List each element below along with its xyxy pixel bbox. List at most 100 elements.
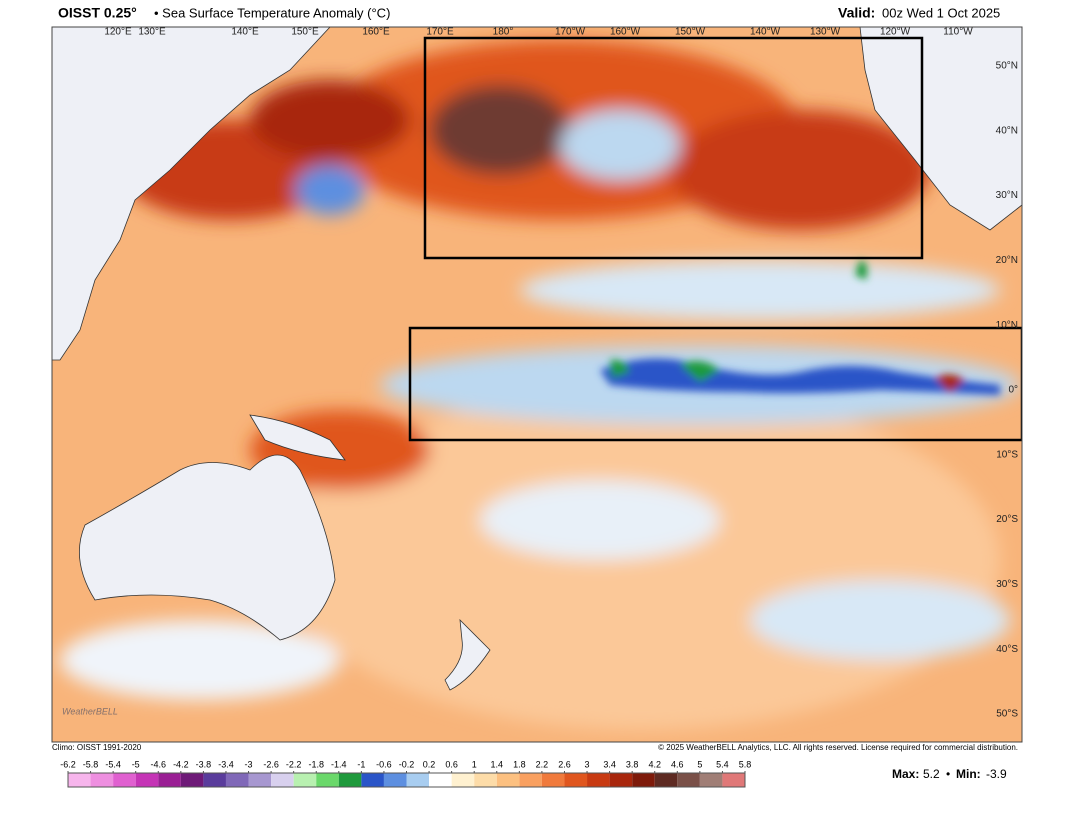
valid-time: 00z Wed 1 Oct 2025 [882, 5, 1000, 20]
lat-label: 20°S [996, 514, 1018, 525]
colorbar-tick-label: 3 [585, 759, 590, 769]
colorbar-tick-label: -1.4 [331, 759, 347, 769]
title: • Sea Surface Temperature Anomaly (°C) [154, 5, 390, 20]
lon-labels: 120°E 130°E 140°E 150°E 160°E 170°E 180° 170°W 1… [104, 27, 973, 38]
colorbar-bin [429, 773, 452, 787]
colorbar-tick-label: -0.6 [376, 759, 392, 769]
max-label: Max: [892, 767, 919, 781]
colorbar-tick-label: -5.4 [105, 759, 121, 769]
colorbar-tick-label: -2.6 [263, 759, 279, 769]
separator: • [946, 767, 950, 781]
colorbar-tick-label: 0.2 [423, 759, 436, 769]
lat-label: 50°S [996, 709, 1018, 720]
colorbar-tick-label: -3.8 [196, 759, 212, 769]
colorbar-bin [383, 773, 407, 787]
lat-label: 10°N [996, 320, 1018, 331]
lon-label: 140°W [750, 27, 781, 38]
colorbar-bin [158, 773, 181, 787]
colorbar: -6.2 -5.8 -5.4 -5 -4.6 -4.2 -3.8 -3.4 -3 -2.6 -2.2… [60, 759, 752, 788]
colorbar-tick-label: 2.6 [558, 759, 571, 769]
colorbar-tick-label: 3.4 [603, 759, 616, 769]
colorbar-bin [90, 773, 114, 787]
colorbar-bin [654, 773, 678, 787]
colorbar-tick-label: -6.2 [60, 759, 76, 769]
lon-label: 150°E [291, 27, 319, 38]
colorbar-bin [609, 773, 633, 787]
colorbar-tick-label: 0.6 [445, 759, 458, 769]
colorbar-bin [203, 773, 226, 787]
colorbar-bin [451, 773, 475, 787]
colorbar-bin [271, 773, 294, 787]
colorbar-bin [406, 773, 430, 787]
lon-label: 110°W [943, 27, 973, 38]
lat-label: 30°S [996, 579, 1018, 590]
colorbar-bin [474, 773, 497, 787]
colorbar-bin [248, 773, 272, 787]
colorbar-bin [587, 773, 610, 787]
colorbar-bin [180, 773, 204, 787]
min-value: -3.9 [986, 767, 1007, 781]
lon-label: 120°W [880, 27, 911, 38]
colorbar-tick-label: 1.4 [491, 759, 504, 769]
lon-label: 140°E [231, 27, 259, 38]
valid-label: Valid: [838, 5, 875, 21]
climo: Climo: OISST 1991-2020 [52, 743, 142, 752]
colorbar-bin [293, 773, 317, 787]
lat-labels: 50°N 40°N 30°N 20°N 10°N 0° 10°S 20°S 30°S 40°S 50… [996, 61, 1019, 720]
colorbar-bin [113, 773, 136, 787]
colorbar-tick-label: 3.8 [626, 759, 639, 769]
colorbar-tick-label: 5.4 [716, 759, 729, 769]
lon-label: 180° [493, 27, 514, 38]
colorbar-bin [496, 773, 520, 787]
colorbar-tick-label: -0.2 [399, 759, 415, 769]
colorbar-tick-label: -1 [357, 759, 365, 769]
lon-label: 130°E [138, 27, 166, 38]
colorbar-tick-label: -2.2 [286, 759, 302, 769]
colorbar-tick-label: 4.2 [648, 759, 661, 769]
map: WeatherBELL [52, 27, 1022, 742]
lon-label: 160°E [362, 27, 390, 38]
lon-label: 120°E [104, 27, 132, 38]
colorbar-bin [541, 773, 565, 787]
map-frame [51, 26, 1023, 743]
lat-label: 50°N [996, 61, 1018, 72]
colorbar-bin [135, 773, 159, 787]
lon-label: 170°E [426, 27, 454, 38]
colorbar-tick-label: 5.8 [739, 759, 752, 769]
watermark: WeatherBELL [62, 706, 118, 716]
colorbar-bin [564, 773, 588, 787]
colorbar-tick-label: 1.8 [513, 759, 526, 769]
colorbar-tick-label: -1.8 [308, 759, 324, 769]
lat-label: 0° [1008, 385, 1018, 396]
copyright: © 2025 WeatherBELL Analytics, LLC. All r… [658, 743, 1018, 752]
colorbar-bin [225, 773, 249, 787]
lat-label: 40°S [996, 644, 1018, 655]
colorbar-bin [699, 773, 723, 787]
colorbar-bin [316, 773, 339, 787]
colorbar-tick-label: -5.8 [83, 759, 99, 769]
lon-label: 170°W [555, 27, 586, 38]
colorbar-bin [68, 773, 91, 787]
min-label: Min: [956, 767, 981, 781]
product: OISST 0.25° [58, 5, 137, 21]
lat-label: 20°N [996, 255, 1018, 266]
colorbar-bin [338, 773, 362, 787]
colorbar-bin [632, 773, 655, 787]
colorbar-bin [361, 773, 384, 787]
lon-label: 130°W [810, 27, 841, 38]
colorbar-tick-label: -5 [132, 759, 140, 769]
colorbar-tick-label: 4.6 [671, 759, 684, 769]
colorbar-tick-label: -4.6 [151, 759, 167, 769]
lat-label: 30°N [996, 190, 1018, 201]
max-value: 5.2 [923, 767, 940, 781]
lat-label: 40°N [996, 125, 1018, 136]
colorbar-tick-label: 1 [472, 759, 477, 769]
lon-label: 160°W [610, 27, 641, 38]
colorbar-tick-label: -3 [245, 759, 253, 769]
lon-label: 150°W [675, 27, 706, 38]
colorbar-tick-label: 5 [697, 759, 702, 769]
colorbar-tick-label: 2.2 [536, 759, 549, 769]
colorbar-tick-label: -4.2 [173, 759, 189, 769]
lat-label: 10°S [996, 449, 1018, 460]
